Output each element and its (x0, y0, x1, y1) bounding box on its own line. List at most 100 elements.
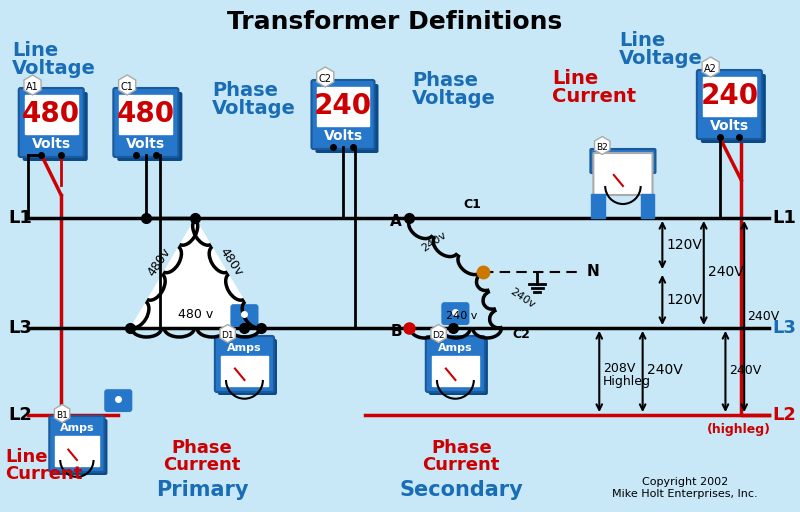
Text: 240: 240 (700, 82, 758, 111)
Text: Current: Current (422, 456, 500, 474)
Text: 480: 480 (117, 100, 175, 129)
Text: B: B (390, 325, 402, 339)
Text: C1: C1 (463, 199, 481, 211)
Polygon shape (130, 218, 261, 328)
Text: C2: C2 (513, 329, 530, 342)
Text: Phase: Phase (431, 439, 492, 457)
Text: Phase: Phase (412, 71, 478, 90)
FancyBboxPatch shape (114, 88, 178, 157)
Text: 208V: 208V (603, 361, 635, 374)
Text: 240v: 240v (508, 286, 537, 310)
FancyBboxPatch shape (52, 419, 107, 475)
Polygon shape (54, 404, 70, 422)
FancyBboxPatch shape (590, 149, 655, 173)
Text: D2: D2 (432, 331, 445, 340)
FancyBboxPatch shape (311, 80, 374, 149)
Text: Voltage: Voltage (212, 98, 296, 117)
FancyBboxPatch shape (594, 153, 653, 195)
Text: L2: L2 (8, 406, 32, 424)
Text: A1: A1 (26, 82, 39, 92)
Text: Amps: Amps (603, 155, 642, 167)
Text: 240: 240 (314, 93, 372, 120)
FancyBboxPatch shape (697, 70, 762, 139)
Text: Highleg: Highleg (603, 375, 651, 389)
Text: 480: 480 (22, 100, 80, 129)
Text: 240V: 240V (708, 265, 743, 279)
Polygon shape (702, 57, 719, 77)
Text: 480 v: 480 v (178, 309, 213, 322)
Polygon shape (431, 325, 446, 343)
FancyBboxPatch shape (55, 436, 98, 466)
Polygon shape (118, 75, 136, 95)
Text: Amps: Amps (227, 343, 262, 353)
Text: Primary: Primary (156, 480, 248, 500)
Text: Volts: Volts (710, 119, 749, 133)
FancyBboxPatch shape (25, 95, 78, 134)
Text: A: A (390, 215, 402, 229)
Text: Volts: Volts (323, 129, 362, 143)
Text: Amps: Amps (438, 343, 473, 353)
Text: Amps: Amps (59, 423, 94, 433)
Text: 240V: 240V (747, 309, 779, 323)
Text: Line: Line (619, 31, 666, 50)
FancyBboxPatch shape (215, 336, 274, 392)
Text: Phase: Phase (212, 80, 278, 99)
FancyBboxPatch shape (22, 92, 88, 161)
FancyBboxPatch shape (231, 305, 258, 326)
Text: N: N (586, 265, 599, 280)
Text: Current: Current (5, 465, 82, 483)
Text: Volts: Volts (32, 137, 71, 151)
Text: 240 v: 240 v (446, 311, 477, 321)
Polygon shape (594, 137, 610, 155)
Text: Line: Line (5, 448, 47, 466)
Text: L1: L1 (8, 209, 32, 227)
Text: 480v: 480v (217, 245, 245, 279)
Text: Voltage: Voltage (619, 49, 703, 68)
FancyBboxPatch shape (701, 74, 766, 143)
Text: A2: A2 (704, 64, 717, 74)
Text: L2: L2 (773, 406, 797, 424)
Text: L1: L1 (773, 209, 797, 227)
FancyBboxPatch shape (118, 92, 182, 161)
Text: B1: B1 (56, 411, 68, 420)
Text: Line: Line (552, 69, 598, 88)
Text: 120V: 120V (666, 238, 702, 252)
Polygon shape (220, 325, 235, 343)
Text: Secondary: Secondary (399, 480, 523, 500)
Text: B2: B2 (596, 143, 608, 152)
Text: C1: C1 (121, 82, 134, 92)
FancyBboxPatch shape (119, 95, 173, 134)
Text: Volts: Volts (126, 137, 166, 151)
Text: Current: Current (552, 87, 636, 105)
Text: D1: D1 (222, 331, 234, 340)
FancyBboxPatch shape (50, 416, 105, 472)
FancyBboxPatch shape (221, 356, 268, 386)
FancyBboxPatch shape (442, 303, 468, 324)
Text: Voltage: Voltage (412, 89, 496, 108)
FancyBboxPatch shape (426, 336, 485, 392)
FancyBboxPatch shape (429, 339, 488, 395)
Text: 480v: 480v (146, 245, 174, 279)
Bar (591, 194, 605, 218)
Text: Phase: Phase (172, 439, 233, 457)
Text: Line: Line (12, 40, 58, 59)
Polygon shape (317, 67, 334, 87)
Polygon shape (24, 75, 41, 95)
Text: Current: Current (163, 456, 241, 474)
FancyBboxPatch shape (702, 77, 756, 116)
Text: 240V: 240V (730, 364, 762, 376)
Text: 240v: 240v (419, 230, 448, 254)
Text: Voltage: Voltage (12, 58, 96, 77)
Text: 240V: 240V (646, 363, 682, 377)
Text: L3: L3 (8, 319, 32, 337)
Bar (641, 194, 654, 218)
Text: (highleg): (highleg) (706, 423, 770, 437)
FancyBboxPatch shape (218, 339, 277, 395)
Text: C2: C2 (318, 74, 332, 84)
FancyBboxPatch shape (106, 390, 131, 411)
FancyBboxPatch shape (318, 87, 369, 126)
FancyBboxPatch shape (18, 88, 84, 157)
FancyBboxPatch shape (315, 84, 378, 153)
Text: 120V: 120V (666, 293, 702, 307)
FancyBboxPatch shape (432, 356, 479, 386)
